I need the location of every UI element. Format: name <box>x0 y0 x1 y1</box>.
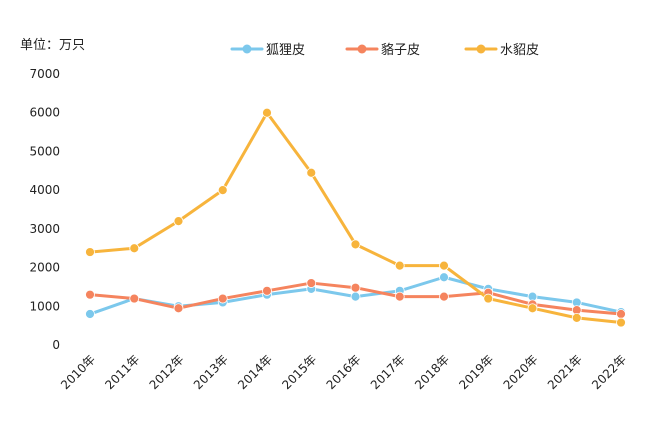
data-point[interactable] <box>483 293 494 304</box>
data-point[interactable] <box>217 185 228 196</box>
legend-item[interactable]: 狐狸皮 <box>230 43 305 58</box>
y-tick-label: 7000 <box>29 67 60 81</box>
data-point[interactable] <box>262 107 272 118</box>
data-point[interactable] <box>350 282 361 293</box>
legend: 狐狸皮 貉子皮 水貂皮 <box>230 42 539 58</box>
legend-marker-icon <box>357 44 367 54</box>
data-point[interactable] <box>262 285 272 296</box>
data-point[interactable] <box>217 293 228 304</box>
data-point[interactable] <box>85 289 95 300</box>
y-tick-label: 1000 <box>29 299 60 313</box>
data-point[interactable] <box>85 309 95 319</box>
x-tick-label: 2018年 <box>412 352 452 392</box>
legend-label: 水貂皮 <box>500 43 539 58</box>
y-tick-label: 4000 <box>29 183 60 197</box>
data-point[interactable] <box>394 260 405 271</box>
data-point[interactable] <box>571 312 582 323</box>
x-tick-label: 2010年 <box>58 352 98 392</box>
data-point[interactable] <box>616 317 626 328</box>
x-tick-label: 2021年 <box>545 352 585 392</box>
data-point[interactable] <box>173 303 184 314</box>
data-point[interactable] <box>616 309 626 319</box>
data-point[interactable] <box>439 291 449 302</box>
x-tick-label: 2020年 <box>501 352 541 392</box>
y-tick-label: 6000 <box>29 106 60 120</box>
data-point[interactable] <box>439 272 449 283</box>
data-point[interactable] <box>85 247 95 257</box>
x-tick-label: 2011年 <box>102 352 142 392</box>
data-point[interactable] <box>306 278 317 288</box>
data-point[interactable] <box>350 239 361 250</box>
data-point[interactable] <box>350 291 361 302</box>
y-tick-label: 3000 <box>29 222 60 236</box>
series-2 <box>85 107 626 328</box>
x-tick-label: 2022年 <box>589 352 629 392</box>
x-tick-label: 2019年 <box>456 352 496 392</box>
x-axis: 2010年 2011年 2012年 2013年 2014年 2015年 2016年 2017年… <box>58 352 629 392</box>
unit-label: 单位：万只 <box>20 38 85 53</box>
x-tick-label: 2017年 <box>368 352 408 392</box>
data-point[interactable] <box>394 291 405 302</box>
data-point[interactable] <box>306 167 317 178</box>
legend-item[interactable]: 貉子皮 <box>345 42 420 58</box>
series-layer <box>85 107 626 328</box>
data-point[interactable] <box>173 216 184 227</box>
x-tick-label: 2014年 <box>235 352 275 392</box>
data-point[interactable] <box>129 293 140 304</box>
legend-label: 狐狸皮 <box>266 43 305 58</box>
data-point[interactable] <box>439 260 449 271</box>
x-tick-label: 2012年 <box>147 352 187 392</box>
y-tick-label: 0 <box>52 338 60 352</box>
legend-label: 貉子皮 <box>381 42 420 58</box>
data-point[interactable] <box>129 243 140 254</box>
legend-item[interactable]: 水貂皮 <box>464 43 539 58</box>
legend-marker-icon <box>242 44 252 54</box>
x-tick-label: 2016年 <box>324 352 364 392</box>
data-point[interactable] <box>527 303 538 314</box>
y-axis: 0 1000 2000 3000 4000 5000 6000 7000 <box>29 67 60 352</box>
x-tick-label: 2015年 <box>279 352 319 392</box>
legend-marker-icon <box>476 44 486 54</box>
y-tick-label: 5000 <box>29 144 60 158</box>
y-tick-label: 2000 <box>29 261 60 275</box>
x-tick-label: 2013年 <box>191 352 231 392</box>
